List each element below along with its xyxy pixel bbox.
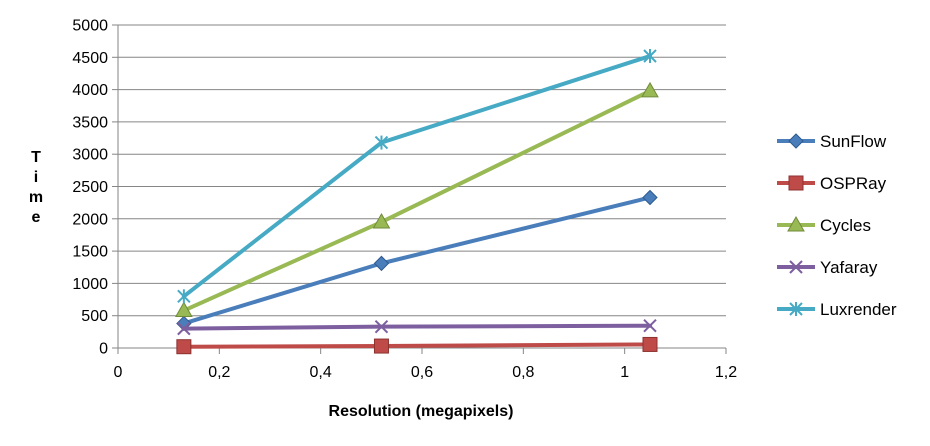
series-line-sunflow [181, 195, 652, 326]
series-ospray [176, 336, 658, 355]
y-tick-label: 5000 [72, 18, 108, 35]
x-tick-label: 0,6 [411, 364, 433, 381]
legend-marker [789, 260, 803, 274]
x-axis-title: Resolution (megapixels) [329, 403, 514, 420]
series-line-yafaray [181, 323, 652, 331]
legend-item-sunflow: SunFlow [777, 132, 887, 151]
legend-label: Yafaray [820, 258, 878, 277]
y-axis-tick-labels: 0 500 1000 1500 2000 2500 3000 3500 4000 4500 5000 [72, 18, 108, 358]
series-sunflow [176, 189, 658, 332]
legend-label: OSPRay [820, 174, 887, 193]
y-axis-title-letter: m [29, 189, 43, 206]
x-axis-tick-labels: 0 0,2 0,4 0,6 0,8 1 1,2 [114, 364, 738, 381]
data-point-cycles [175, 301, 193, 318]
data-point-yafaray [643, 319, 657, 333]
y-tick-label: 2500 [72, 179, 108, 196]
y-tick-label: 1000 [72, 276, 108, 293]
x-tick-label: 0 [114, 364, 123, 381]
y-tick-label: 1500 [72, 244, 108, 261]
y-tick-label: 4000 [72, 82, 108, 99]
gridlines [118, 24, 726, 317]
y-axis-title-letter: T [31, 149, 41, 166]
x-tick-label: 1 [620, 364, 629, 381]
y-tick-label: 0 [99, 341, 108, 358]
legend-marker [788, 133, 804, 149]
data-point-yafaray [374, 319, 389, 334]
series-line-ospray [181, 342, 652, 349]
series-line-cycles [181, 88, 652, 313]
data-point-yafaray [177, 321, 191, 336]
data-point-ospray [176, 339, 192, 355]
x-tick-label: 0,2 [208, 364, 230, 381]
data-point-ospray [642, 336, 658, 352]
series-lines [175, 49, 659, 355]
y-tick-label: 500 [81, 308, 108, 325]
data-point-luxrender [177, 289, 191, 304]
y-tick-label: 2000 [72, 211, 108, 228]
x-tick-label: 0,8 [512, 364, 534, 381]
legend-item-ospray: OSPRay [777, 174, 887, 193]
data-point-luxrender [374, 135, 389, 150]
legend-marker [787, 215, 805, 232]
axes [112, 24, 727, 354]
x-tick-label: 0,4 [310, 364, 332, 381]
data-point-luxrender [643, 49, 657, 64]
data-point-sunflow [642, 189, 658, 206]
y-axis-title-letter: e [32, 209, 41, 226]
y-tick-label: 3500 [72, 114, 108, 131]
legend-label: SunFlow [820, 132, 887, 151]
y-tick-label: 3000 [72, 147, 108, 164]
data-point-sunflow [373, 255, 390, 272]
y-tick-label: 4500 [72, 50, 108, 67]
legend-marker [789, 302, 803, 316]
legend-item-cycles: Cycles [777, 215, 871, 235]
legend-item-luxrender: Luxrender [777, 300, 897, 319]
y-axis-title-letter: i [34, 169, 38, 186]
legend-label: Cycles [820, 216, 871, 235]
data-point-cycles [641, 81, 659, 98]
legend: SunFlow OSPRay Cycles Yafaray Luxrender [777, 132, 897, 319]
x-tick-label: 1,2 [715, 364, 737, 381]
series-luxrender [177, 49, 657, 304]
legend-label: Luxrender [820, 300, 897, 319]
series-line-luxrender [181, 54, 652, 299]
series-cycles [175, 81, 659, 318]
data-point-cycles [372, 213, 391, 229]
data-point-ospray [373, 338, 389, 354]
legend-marker [788, 175, 804, 191]
series-yafaray [177, 319, 657, 336]
legend-item-yafaray: Yafaray [777, 258, 878, 277]
